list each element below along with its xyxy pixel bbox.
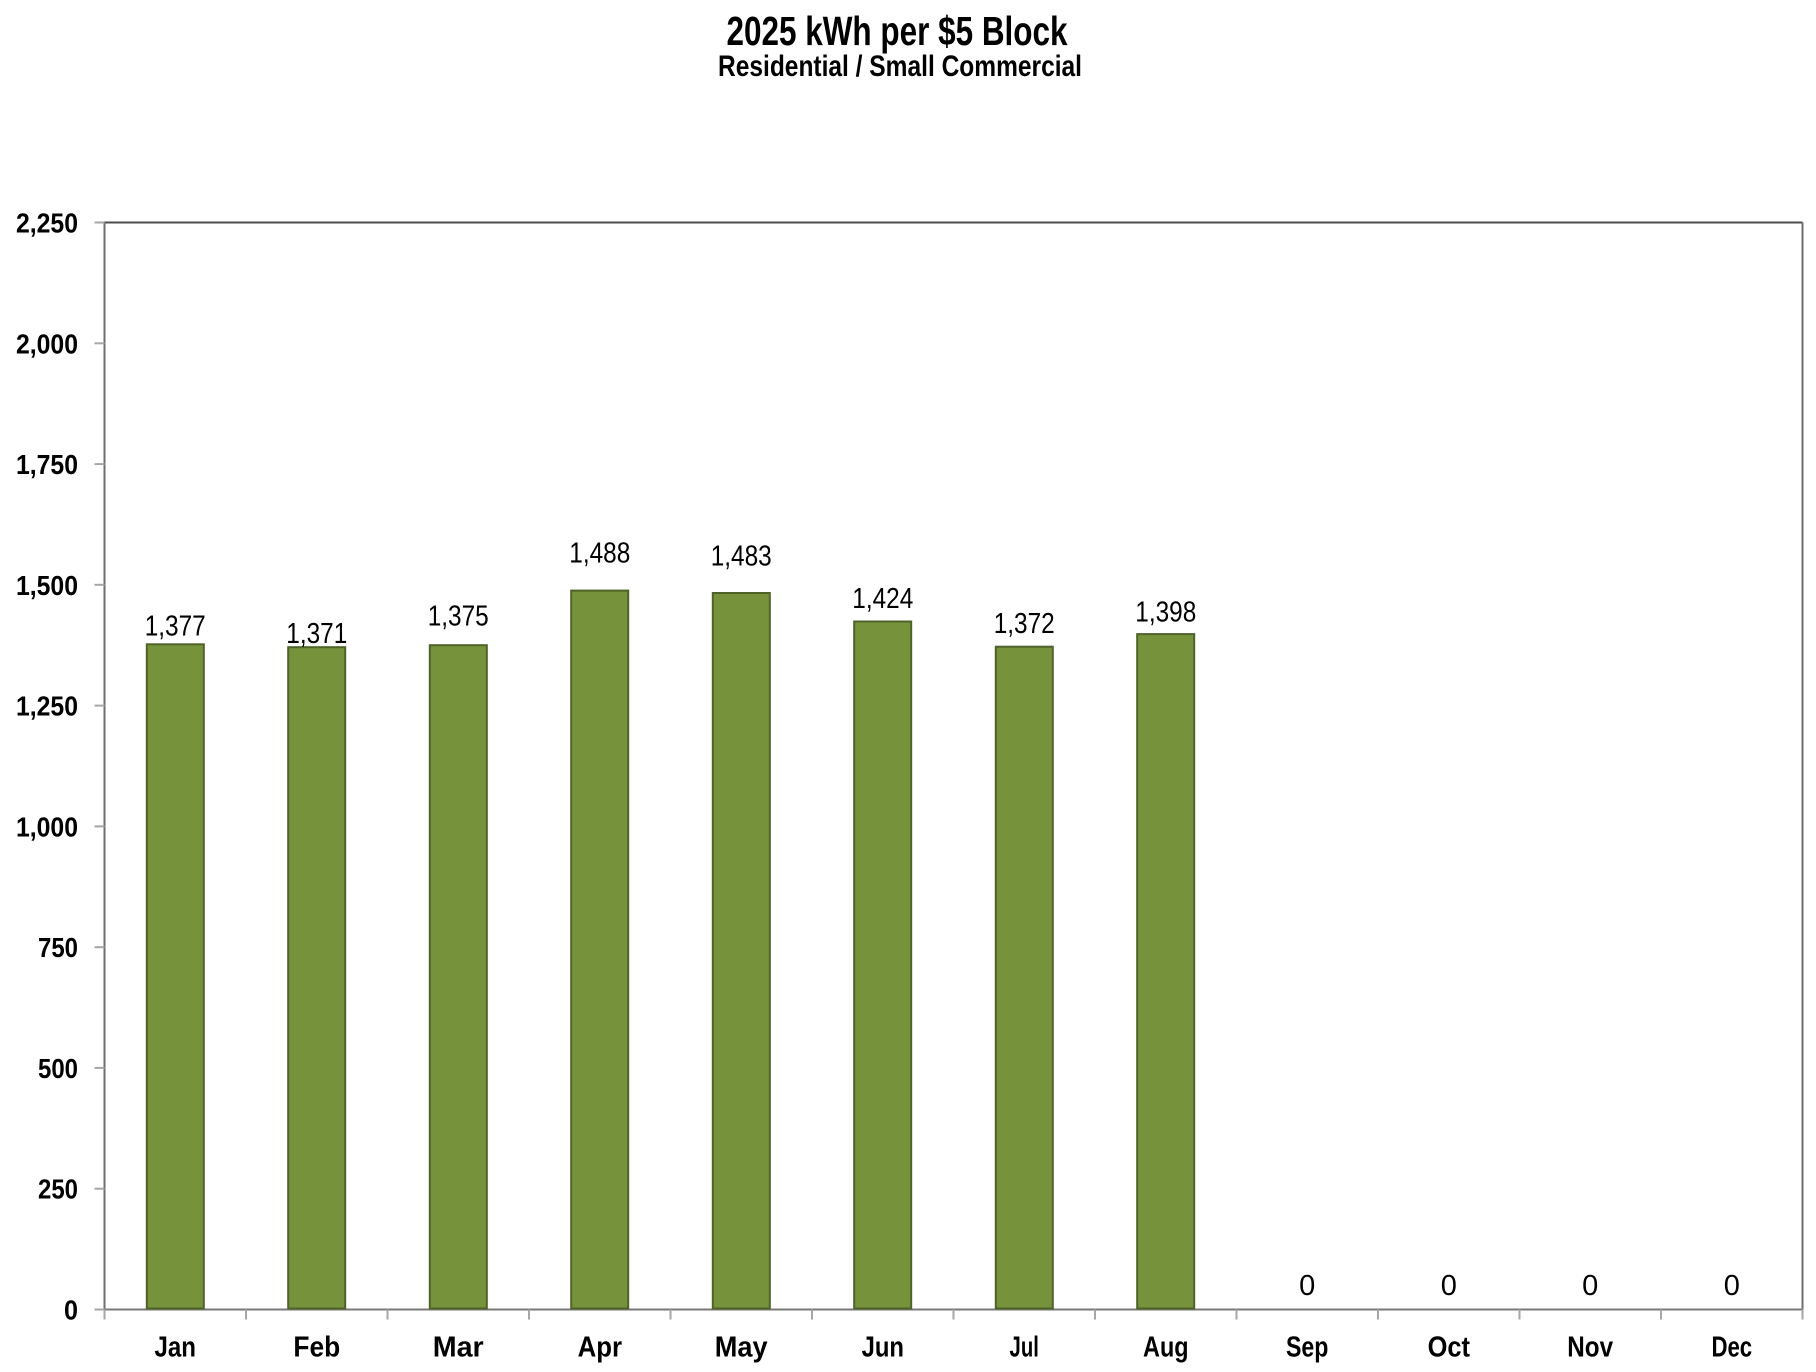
svg-text:1,483: 1,483 [711, 541, 772, 573]
svg-text:1,750: 1,750 [16, 449, 78, 480]
svg-text:2,000: 2,000 [16, 328, 78, 359]
svg-text:750: 750 [38, 932, 78, 963]
svg-text:1,488: 1,488 [569, 538, 630, 570]
svg-text:1,371: 1,371 [286, 618, 347, 650]
svg-text:1,372: 1,372 [994, 608, 1055, 640]
svg-text:1,250: 1,250 [16, 691, 78, 722]
svg-text:1,375: 1,375 [428, 601, 489, 633]
svg-text:0: 0 [1441, 1270, 1457, 1302]
svg-text:250: 250 [38, 1174, 78, 1205]
svg-text:1,000: 1,000 [16, 811, 78, 842]
svg-text:0: 0 [64, 1295, 78, 1326]
svg-text:2025 kWh per $5 Block: 2025 kWh per $5 Block [727, 8, 1068, 54]
svg-text:Apr: Apr [578, 1332, 622, 1364]
svg-text:May: May [715, 1332, 768, 1364]
svg-text:0: 0 [1299, 1270, 1315, 1302]
svg-text:1,377: 1,377 [145, 611, 206, 643]
svg-text:Jul: Jul [1010, 1332, 1039, 1364]
svg-text:Jan: Jan [154, 1332, 196, 1364]
svg-text:Feb: Feb [293, 1332, 340, 1364]
svg-text:1,500: 1,500 [16, 570, 78, 601]
svg-text:Mar: Mar [433, 1332, 484, 1364]
svg-text:Aug: Aug [1143, 1332, 1189, 1364]
svg-text:0: 0 [1724, 1270, 1740, 1302]
svg-text:2,250: 2,250 [16, 208, 78, 239]
svg-text:1,424: 1,424 [852, 583, 913, 615]
svg-text:Dec: Dec [1711, 1332, 1752, 1364]
svg-text:500: 500 [38, 1053, 78, 1084]
svg-text:1,398: 1,398 [1135, 597, 1196, 629]
svg-text:Nov: Nov [1567, 1332, 1613, 1364]
svg-text:Oct: Oct [1428, 1332, 1471, 1364]
svg-text:Residential / Small Commercial: Residential / Small Commercial [718, 50, 1082, 83]
svg-text:Sep: Sep [1286, 1332, 1328, 1364]
svg-text:0: 0 [1582, 1270, 1598, 1302]
svg-text:Jun: Jun [862, 1332, 904, 1364]
